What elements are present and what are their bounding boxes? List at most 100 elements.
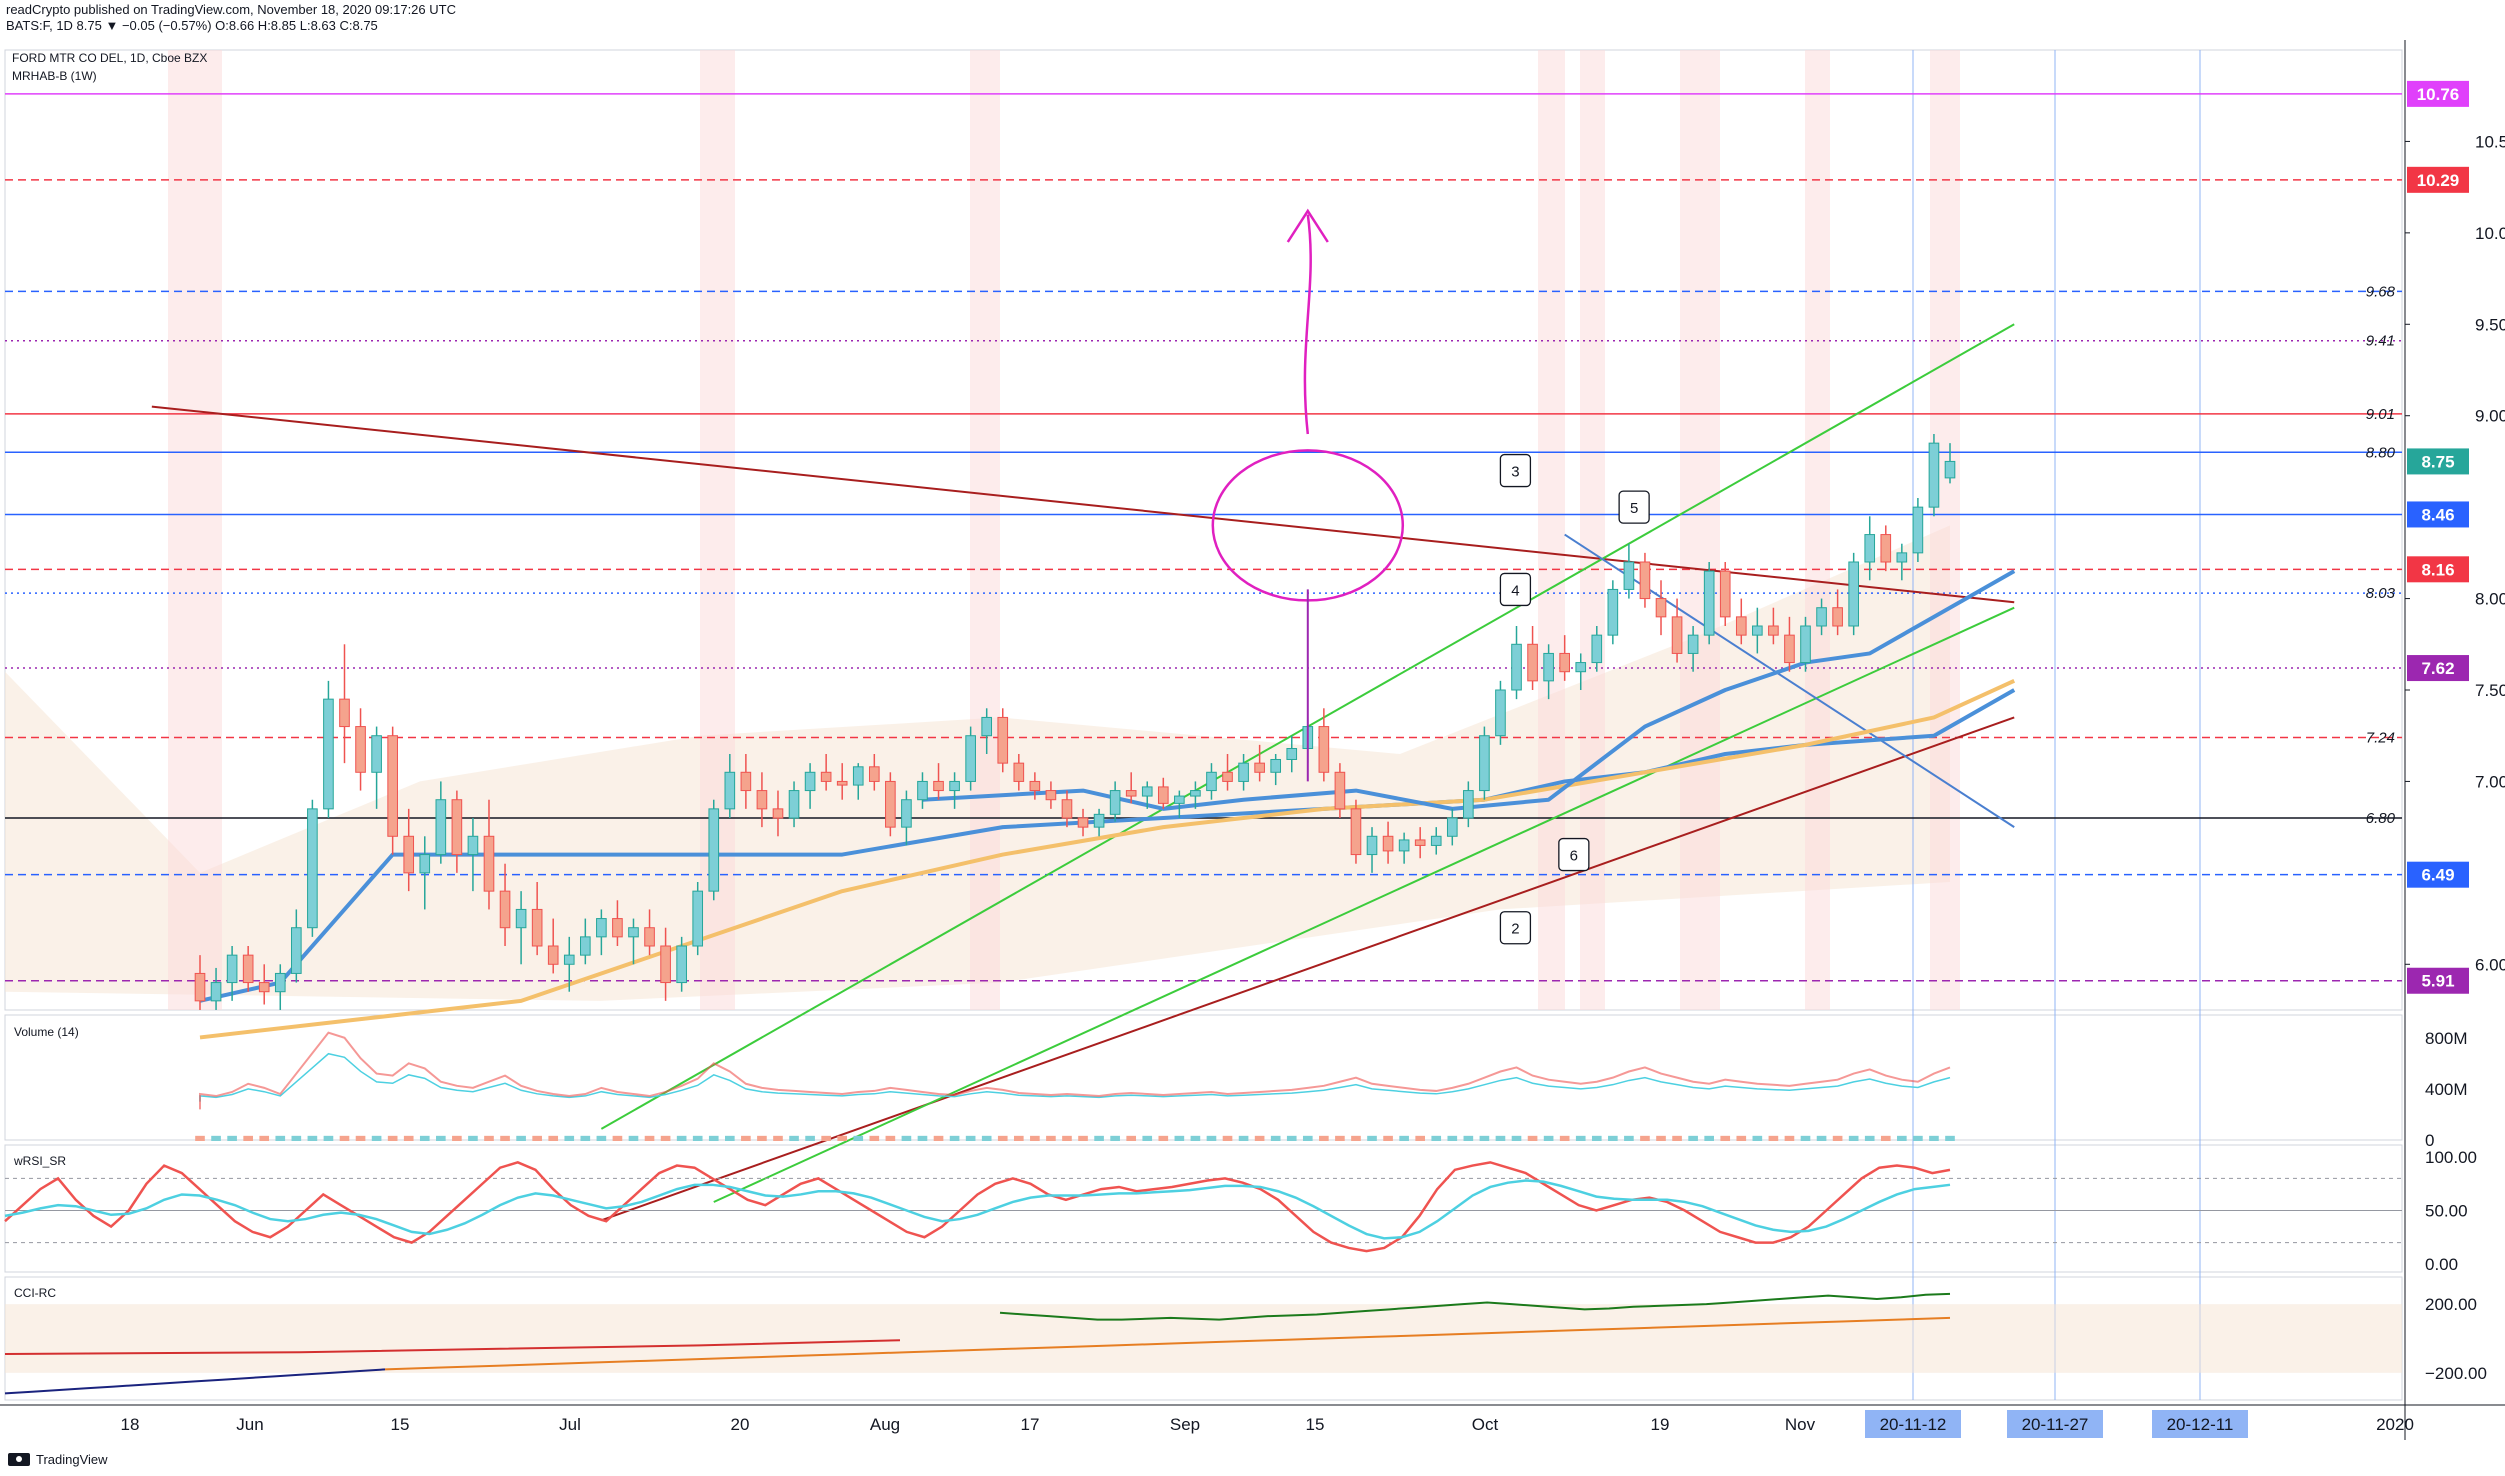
candle-body <box>435 799 447 856</box>
candle-body <box>194 972 206 1002</box>
candle-body <box>820 771 832 782</box>
volume-bar <box>805 1135 815 1141</box>
callout-box <box>1618 490 1650 524</box>
candle <box>274 964 286 1010</box>
price-tag-box <box>2407 655 2469 682</box>
date-tag-box <box>2007 1410 2103 1438</box>
candle-body <box>1848 561 1859 627</box>
candle-body <box>1157 786 1169 804</box>
candle <box>563 936 575 992</box>
candle-body <box>291 927 302 974</box>
candle-body <box>676 945 687 984</box>
wrsi-pane-title: wRSI_SR <box>13 1154 66 1168</box>
candle <box>997 708 1009 773</box>
candle-body <box>1045 790 1057 801</box>
time-tick-label: 17 <box>1021 1415 1040 1434</box>
volume-bar <box>708 1135 719 1141</box>
cci-line <box>384 1316 1951 1371</box>
candle <box>901 790 912 846</box>
price-tag: 5.91 <box>2407 967 2469 994</box>
volume-bar <box>1768 1135 1779 1141</box>
price-tag-label: 8.75 <box>2421 452 2454 471</box>
price-tick-label: 9.50 <box>2475 315 2505 334</box>
candle <box>1912 498 1924 562</box>
candle-body <box>1029 780 1041 792</box>
cci-line <box>4 1368 386 1395</box>
volume-bar <box>1126 1135 1137 1141</box>
candle-body <box>1318 726 1330 773</box>
annotation-arrow-up <box>1303 214 1312 435</box>
volume-bar <box>1013 1135 1024 1141</box>
volume-bar <box>1591 1135 1602 1141</box>
candle-body <box>1768 625 1779 636</box>
candle <box>1880 525 1892 572</box>
candle-body <box>596 918 607 938</box>
candle <box>1735 598 1747 645</box>
price-tick-label: 7.00 <box>2475 772 2505 791</box>
date-tag-box <box>1865 1410 1961 1438</box>
date-tag: 20-12-11 <box>2152 1410 2248 1438</box>
candle-body <box>1350 808 1362 856</box>
volume-bar <box>307 1135 318 1141</box>
volume-bar <box>997 1135 1008 1141</box>
volume-bar <box>1319 1135 1329 1141</box>
candle <box>1800 616 1811 672</box>
candle-body <box>1206 771 1217 792</box>
candle <box>291 909 302 983</box>
candle <box>1061 790 1073 828</box>
volume-bar <box>403 1135 414 1141</box>
volume-ma-line <box>199 1052 1951 1102</box>
candle <box>917 772 928 809</box>
moving-average-line <box>199 679 2016 1040</box>
tradingview-logo[interactable]: TradingView <box>8 1452 108 1467</box>
candle <box>1254 744 1265 782</box>
volume-bar <box>1302 1135 1313 1141</box>
price-tag-label: 7.62 <box>2421 659 2454 678</box>
volume-bar <box>436 1135 446 1141</box>
candle <box>339 644 350 764</box>
trend-line <box>713 606 2015 1203</box>
price-tag-label: 6.49 <box>2421 866 2454 885</box>
candle-body <box>1382 835 1394 852</box>
volume-bar <box>484 1135 494 1141</box>
candle-body <box>403 835 415 874</box>
volume-bar <box>548 1135 559 1141</box>
volume-bar <box>1335 1135 1345 1141</box>
wrsi-line <box>4 1161 1951 1253</box>
wrsi-tick-label: 0.00 <box>2425 1255 2458 1274</box>
volume-bar <box>773 1135 783 1141</box>
time-tick-label: 20 <box>731 1415 750 1434</box>
volume-bar <box>323 1135 334 1141</box>
volume-bar <box>259 1135 270 1141</box>
volume-bar <box>1543 1135 1554 1141</box>
candle <box>307 799 318 937</box>
volume-bar <box>1880 1135 1891 1141</box>
candle-body <box>692 890 704 947</box>
volume-bar <box>1559 1135 1570 1141</box>
candle-body <box>1703 570 1715 636</box>
candle-body <box>644 927 655 947</box>
callout-bubble: 3 <box>1499 453 1532 488</box>
candle <box>1350 799 1362 864</box>
volume-bar <box>725 1135 735 1141</box>
candle <box>868 754 880 791</box>
level-value-label: 9.01 <box>2366 406 2395 423</box>
candle-body <box>772 808 784 819</box>
volume-bar <box>965 1135 976 1141</box>
candle-body <box>307 808 318 929</box>
volume-bar <box>1190 1135 1201 1141</box>
volume-bar <box>275 1135 286 1141</box>
candle-body <box>226 954 238 984</box>
candle-body <box>852 766 864 786</box>
volume-tick-label: 800M <box>2425 1029 2468 1048</box>
candle <box>1591 626 1603 672</box>
candle-body <box>1623 561 1635 590</box>
volume-bar <box>1270 1135 1281 1141</box>
trend-line <box>601 716 2015 1222</box>
candle-body <box>1928 442 1940 508</box>
candle-body <box>1527 643 1538 682</box>
candle-body <box>1655 598 1667 618</box>
level-value-label: 7.24 <box>2366 730 2395 747</box>
volume-bar <box>1640 1135 1650 1141</box>
